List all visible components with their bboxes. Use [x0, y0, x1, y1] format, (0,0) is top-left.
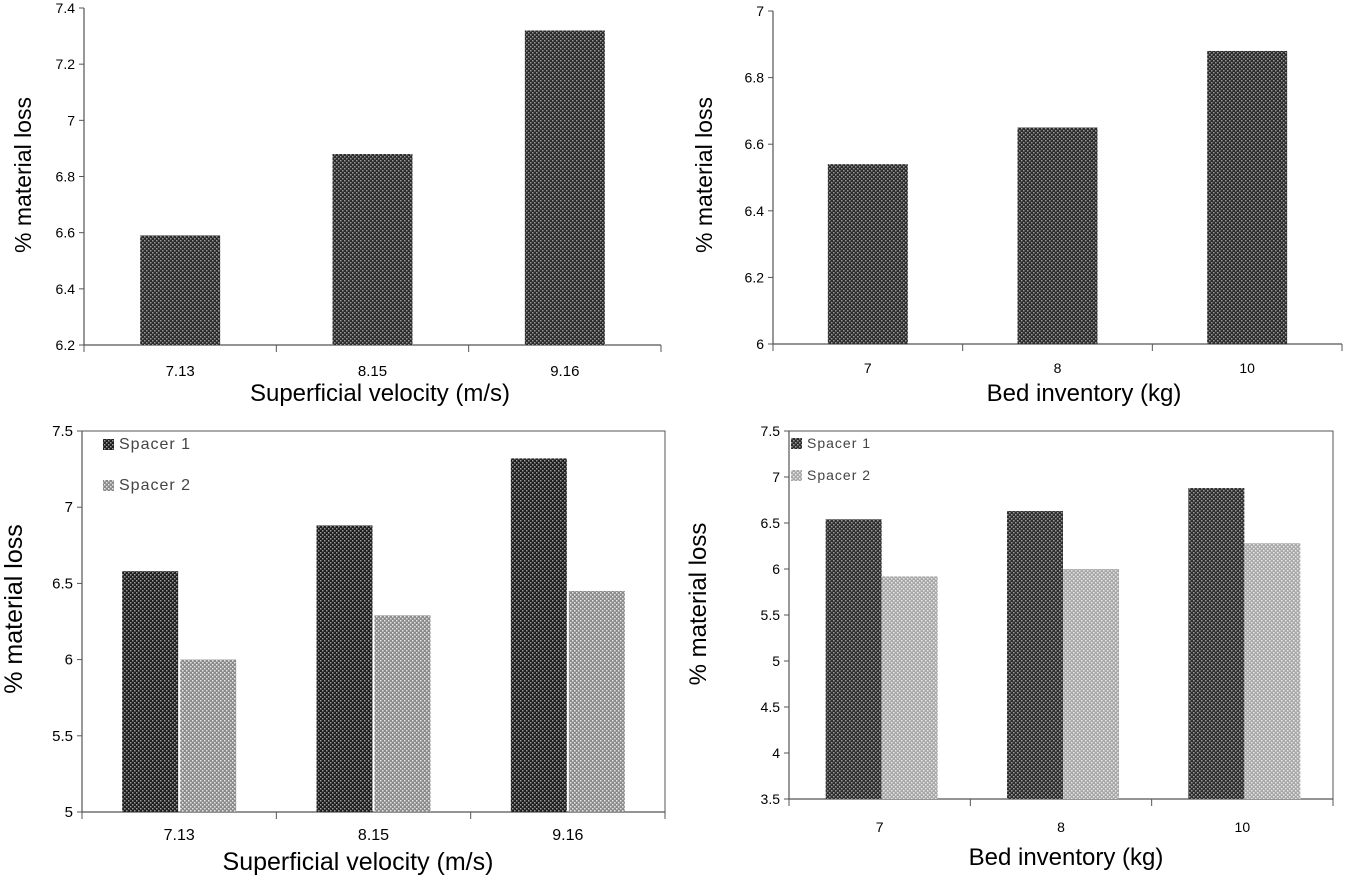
y-tick-label: 6.5: [52, 575, 73, 592]
chart-panel-velocity-single: 6.2 6.4 6.6 6.8 7 7.2 7.4 7.13 8.15 9.16 % materi…: [0, 0, 681, 443]
y-tick-label: 7.5: [761, 423, 781, 439]
x-tick-label: 8.15: [358, 827, 389, 844]
legend-swatch: [791, 438, 802, 449]
x-tick-label: 8: [1054, 360, 1062, 376]
bar-series-8.15: [332, 154, 413, 345]
bar-series-10: [1207, 50, 1288, 345]
x-tick-label: 9.16: [550, 363, 579, 380]
x-tick-label: 7: [864, 360, 872, 376]
y-tick-label: 6.5: [761, 515, 781, 531]
y-tick-label: 6.4: [745, 203, 765, 219]
y-tick-label: 6.8: [56, 169, 76, 185]
legend-label: Spacer 2: [807, 467, 871, 483]
y-tick-label: 6: [65, 652, 73, 669]
y-tick-label: 5.5: [52, 728, 73, 745]
y-tick-label: 5: [772, 653, 780, 669]
y-tick-label: 5: [65, 804, 73, 821]
legend-swatch: [103, 480, 114, 491]
bar-spacer-2-9.16: [568, 591, 625, 812]
x-tick-label: 10: [1239, 360, 1255, 376]
bar-series-7: [827, 164, 908, 344]
bar-spacer-2-8: [1063, 569, 1119, 799]
x-axis-label: Superficial velocity (m/s): [222, 848, 494, 876]
x-tick-label: 7.13: [164, 827, 195, 844]
legend-label: Spacer 2: [119, 477, 191, 494]
y-tick-label: 6.6: [56, 225, 76, 241]
y-tick-label: 7.4: [56, 0, 76, 16]
bar-spacer-2-8.15: [374, 615, 431, 812]
chart-panel-inventory-single: 6 6.2 6.4 6.6 6.8 7 7 8 10 % material loss Bed i…: [681, 0, 1362, 443]
y-tick-label: 6.2: [56, 337, 76, 353]
chart-plot-area: 6 6.2 6.4 6.6 6.8 7 7 8 10: [745, 3, 1343, 376]
legend-swatch: [791, 470, 802, 481]
bar-spacer-2-7: [881, 576, 938, 799]
y-tick-label: 6.8: [745, 70, 765, 86]
chart-plot-area: 3.5 4 4.5 5 5.5 6 6.5 7 7.5 7 8 10 Spacer 1 Spacer 2: [761, 423, 1334, 835]
x-tick-label: 9.16: [552, 827, 583, 844]
legend-label: Spacer 1: [807, 435, 871, 451]
x-tick-label: 7.13: [166, 363, 195, 380]
x-tick-label: 8.15: [358, 363, 387, 380]
x-axis-label: Bed inventory (kg): [968, 844, 1164, 871]
y-axis-label: % material loss: [685, 522, 712, 686]
y-tick-label: 5.5: [761, 607, 781, 623]
legend-label: Spacer 1: [119, 436, 191, 453]
bar-spacer-1-9.16: [510, 458, 567, 812]
chart-plot-area: 5 5.5 6 6.5 7 7.5 7.13 8.15 9.16 Spacer 1 Spacer 2: [52, 423, 666, 844]
x-axis-label: Bed inventory (kg): [986, 380, 1182, 407]
y-tick-label: 7.5: [52, 423, 73, 440]
y-tick-label: 7.2: [56, 56, 76, 72]
x-tick-label: 10: [1235, 819, 1251, 835]
x-tick-label: 7: [876, 819, 884, 835]
y-tick-label: 4: [772, 745, 780, 761]
chart-panel-inventory-spacers: 3.5 4 4.5 5 5.5 6 6.5 7 7.5 7 8 10 Spacer 1 Spacer 2 …: [681, 420, 1362, 886]
y-axis-label: % material loss: [691, 97, 717, 253]
bar-series-9.16: [524, 30, 605, 345]
x-tick-label: 8: [1057, 819, 1065, 835]
bar-spacer-1-7: [825, 519, 882, 799]
y-tick-label: 6.2: [745, 269, 765, 285]
bar-spacer-2-10: [1244, 543, 1301, 799]
bar-series-7.13: [140, 235, 221, 345]
legend-swatch: [103, 439, 114, 450]
y-tick-label: 6: [756, 336, 764, 352]
bar-spacer-1-10: [1188, 488, 1245, 799]
bar-spacer-1-8: [1007, 511, 1063, 799]
y-tick-label: 4.5: [761, 699, 781, 715]
x-axis-label: Superficial velocity (m/s): [249, 380, 511, 407]
bar-spacer-2-7.13: [180, 659, 237, 812]
chart-panel-velocity-spacers: 5 5.5 6 6.5 7 7.5 7.13 8.15 9.16 Spacer 1 Spacer 2…: [0, 420, 681, 886]
y-tick-label: 7: [772, 469, 780, 485]
y-tick-label: 3.5: [761, 791, 781, 807]
y-tick-label: 7: [67, 112, 75, 128]
y-tick-label: 7: [65, 499, 73, 516]
y-tick-label: 6.4: [56, 281, 76, 297]
y-tick-label: 6.6: [745, 136, 765, 152]
y-tick-label: 6: [772, 561, 780, 577]
bar-spacer-1-7.13: [122, 571, 179, 812]
y-tick-label: 7: [756, 3, 764, 19]
bar-spacer-1-8.15: [316, 525, 373, 812]
bar-series-8: [1017, 127, 1098, 344]
chart-plot-area: 6.2 6.4 6.6 6.8 7 7.2 7.4 7.13 8.15 9.16: [56, 0, 662, 380]
y-axis-label: % material loss: [0, 524, 28, 694]
y-axis-label: % material loss: [10, 97, 36, 253]
